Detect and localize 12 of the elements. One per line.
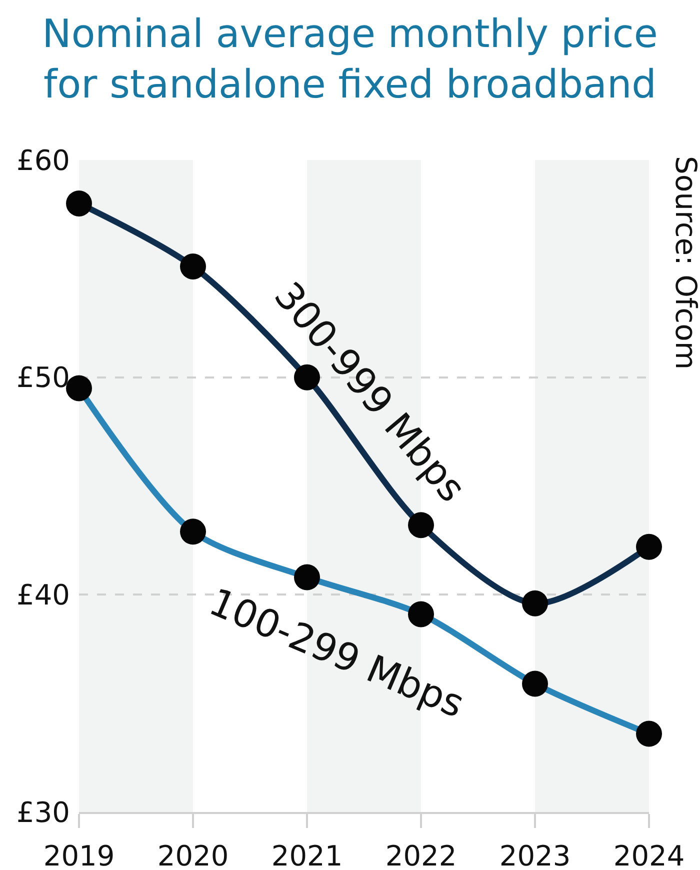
chart-title: Nominal average monthly price for standalone fixed broadband xyxy=(42,12,658,108)
x-tick-label: 2022 xyxy=(385,840,457,870)
source-note: Source: Ofcom xyxy=(669,156,700,370)
y-tick-label: £50 xyxy=(16,361,70,394)
x-tick-label: 2023 xyxy=(499,840,571,870)
y-tick-label: £30 xyxy=(16,796,70,829)
x-tick-label: 2024 xyxy=(613,840,685,870)
x-tick-label: 2020 xyxy=(157,840,229,870)
x-tick-label: 2021 xyxy=(271,840,343,870)
y-tick-label: £60 xyxy=(16,144,70,177)
x-tick-label: 2019 xyxy=(43,840,115,870)
y-tick-label: £40 xyxy=(16,578,70,612)
